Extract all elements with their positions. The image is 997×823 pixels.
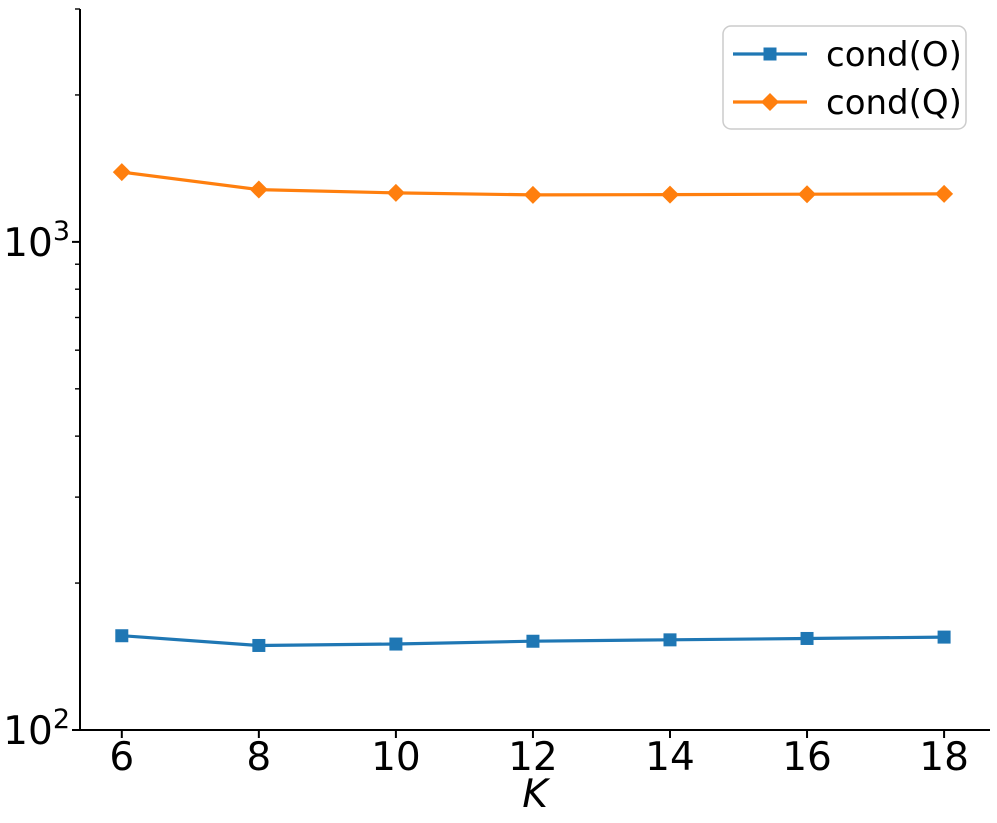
- data-point-marker: [112, 163, 131, 182]
- legend-entry: cond(Q): [733, 83, 962, 123]
- legend-label: cond(Q): [826, 83, 962, 123]
- x-tick-label: 14: [645, 735, 695, 780]
- legend-entry: cond(O): [733, 35, 962, 75]
- x-tick-label: 8: [246, 735, 271, 780]
- data-point-marker: [937, 630, 951, 644]
- data-point-marker: [526, 634, 540, 648]
- data-point-marker: [249, 180, 268, 199]
- x-tick-label: 10: [371, 735, 421, 780]
- data-point-marker: [115, 629, 129, 643]
- x-axis-label: K: [522, 772, 551, 817]
- legend-label: cond(O): [826, 35, 962, 75]
- y-tick-label: 103: [3, 216, 70, 266]
- data-point-marker: [660, 185, 679, 204]
- y-tick-label: 102: [3, 704, 70, 754]
- data-point-marker: [798, 185, 817, 204]
- legend-marker: [763, 47, 777, 61]
- x-tick-label: 12: [508, 735, 558, 780]
- legend: cond(O) cond(Q): [722, 25, 967, 130]
- data-point-marker: [252, 638, 266, 652]
- x-tick-label: 6: [109, 735, 134, 780]
- data-point-marker: [386, 183, 405, 202]
- x-tick-label: 18: [919, 735, 969, 780]
- data-point-marker: [935, 184, 954, 203]
- data-point-marker: [800, 631, 814, 645]
- x-tick-label: 16: [782, 735, 832, 780]
- data-point-marker: [389, 637, 403, 651]
- data-point-marker: [523, 185, 542, 204]
- legend-marker: [761, 93, 779, 111]
- data-point-marker: [663, 633, 677, 647]
